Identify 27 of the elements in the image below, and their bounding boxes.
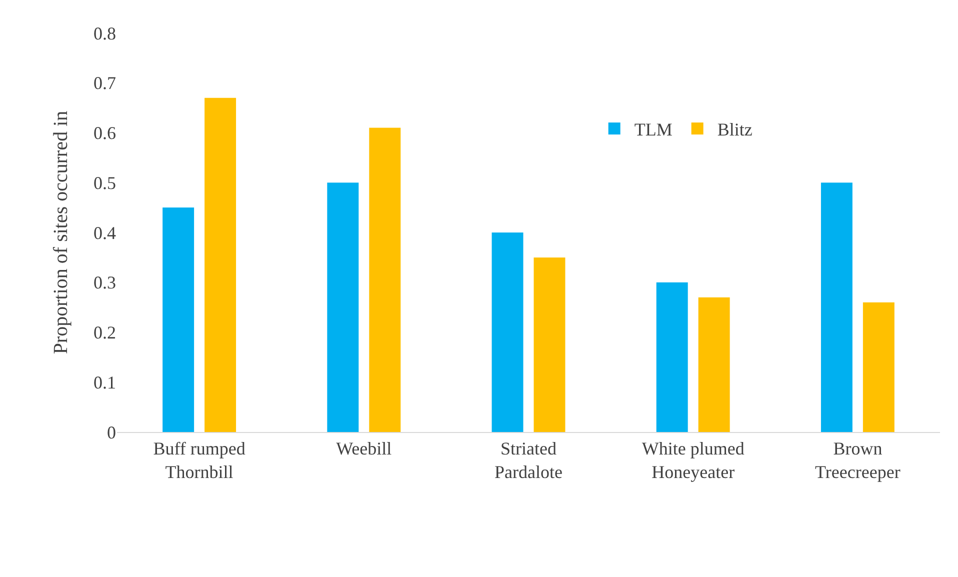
y-axis-title: Proportion of sites occurred in xyxy=(50,110,72,354)
y-tick-label: 0.5 xyxy=(94,172,116,193)
x-tick-label: Buff rumped Thornbill xyxy=(153,438,246,482)
bar xyxy=(656,282,688,432)
bar xyxy=(698,297,730,432)
y-tick-label: 0 xyxy=(107,422,116,442)
x-tick-label: Brown Treecreeper xyxy=(815,438,900,482)
legend-label: TLM xyxy=(634,119,672,140)
legend-label: Blitz xyxy=(717,119,752,140)
bar xyxy=(820,182,852,432)
y-tick-label: 0.4 xyxy=(94,222,116,243)
y-tick-label: 0.7 xyxy=(94,73,116,94)
x-tick-label: White plumed Honeyeater xyxy=(642,438,744,482)
y-tick-label: 0.2 xyxy=(94,322,116,343)
bar xyxy=(162,208,194,432)
bar xyxy=(534,257,566,432)
y-tick-label: 0.1 xyxy=(94,372,116,392)
bar xyxy=(492,232,524,432)
y-tick-label: 0.8 xyxy=(94,23,116,44)
bar xyxy=(862,302,894,432)
x-tick-label: Striated Pardalote xyxy=(494,438,562,482)
y-tick-label: 0.6 xyxy=(94,123,116,144)
x-tick-label: Weebill xyxy=(336,438,392,459)
y-tick-label: 0.3 xyxy=(94,272,116,293)
bar xyxy=(327,182,359,432)
bar xyxy=(204,98,236,432)
bar xyxy=(369,128,401,432)
